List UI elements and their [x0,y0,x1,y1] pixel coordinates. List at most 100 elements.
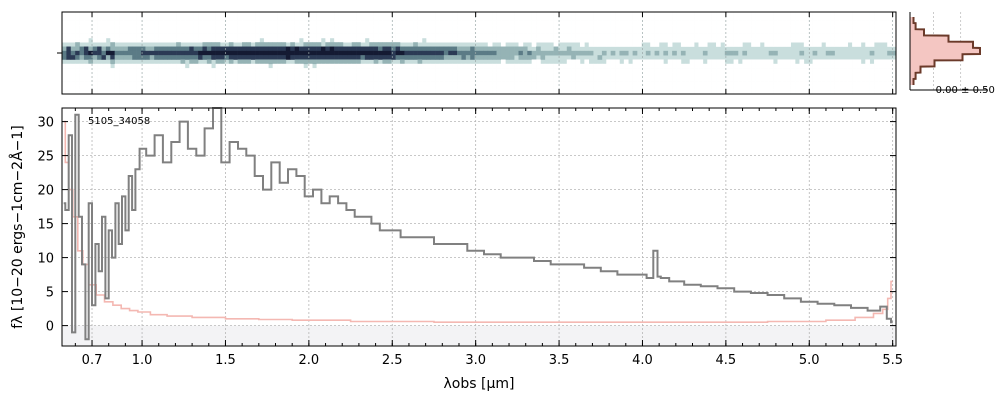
heatmap-cell [75,63,80,69]
heatmap-cell [847,29,853,34]
heatmap-cell [465,24,471,30]
heatmap-cell [654,20,660,26]
heatmap-cell [746,59,752,65]
heatmap-cell [891,68,897,73]
heatmap-cell [285,63,291,69]
heatmap-cell [294,72,300,78]
heatmap-cell [492,89,497,95]
heatmap-cell [430,81,436,86]
heatmap-cell [215,55,221,60]
heatmap-cell [786,63,791,69]
heatmap-cell [816,16,822,21]
heatmap-cell [70,37,76,43]
heatmap-cell [689,12,695,17]
heatmap-cell [342,85,348,90]
heatmap-cell [777,76,783,82]
heatmap-cell [426,50,432,56]
heatmap-cell [852,33,857,39]
heatmap-cell [838,12,844,17]
heatmap-cell [852,63,857,69]
heatmap-cell [707,59,712,65]
heatmap-cell [658,12,664,17]
heatmap-cell [553,63,559,69]
heatmap-cell [795,85,800,90]
heatmap-cell [689,76,695,82]
heatmap-cell [189,59,194,65]
heatmap-cell [562,76,568,82]
heatmap-cell [816,68,822,73]
heatmap-cell [663,50,669,56]
heatmap-cell [716,85,721,90]
heatmap-cell [505,24,511,30]
heatmap-cell [742,16,748,21]
heatmap-cell [838,68,844,73]
heatmap-cell [825,72,831,78]
heatmap-cell [531,76,537,82]
heatmap-cell [154,33,159,39]
heatmap-cell [320,29,326,34]
heatmap-cell [263,85,269,90]
heatmap-cell [465,85,471,90]
heatmap-cell [628,20,633,26]
heatmap-cell [500,68,506,73]
heatmap-cell [285,37,291,43]
heatmap-cell [729,29,734,34]
heatmap-cell [597,33,603,39]
heatmap-cell [610,20,616,26]
heatmap-cell [202,20,208,26]
heatmap-cell [492,29,497,34]
heatmap-cell [141,85,146,90]
heatmap-cell [606,20,611,26]
heatmap-cell [483,24,489,30]
heatmap-cell [141,72,146,78]
heatmap-cell [413,63,418,69]
heatmap-cell [408,63,414,69]
heatmap-cell [751,33,756,39]
heatmap-cell [123,63,129,69]
heatmap-cell [716,37,721,43]
heatmap-cell [566,24,572,30]
heatmap-cell [558,63,563,69]
heatmap-cell [492,33,497,39]
heatmap-cell [338,12,344,17]
heatmap-cell [891,72,897,78]
heatmap-cell [733,85,739,90]
heatmap-cell [838,85,844,90]
heatmap-cell [101,16,107,21]
heatmap-cell [268,85,273,90]
heatmap-cell [263,24,269,30]
heatmap-cell [759,81,765,86]
heatmap-cell [461,12,467,17]
y-tick-label: 5 [46,286,54,301]
heatmap-cell [97,76,102,82]
heatmap-cell [479,85,484,90]
heatmap-cell [737,63,743,69]
heatmap-cell [606,12,611,17]
heatmap-cell [421,16,427,21]
heatmap-cell [141,89,146,95]
heatmap-cell [404,85,410,90]
heatmap-cell [127,85,133,90]
heatmap-cell [575,50,581,56]
heatmap-cell [619,63,625,69]
heatmap-cell [716,89,721,95]
heatmap-cell [92,81,98,86]
heatmap-cell [430,63,436,69]
heatmap-cell [465,55,471,60]
heatmap-cell [509,33,515,39]
heatmap-cell [641,37,647,43]
heatmap-cell [650,68,655,73]
heatmap-cell [496,81,502,86]
heatmap-cell [632,89,638,95]
heatmap-cell [672,29,677,34]
heatmap-cell [777,29,783,34]
heatmap-cell [799,63,805,69]
heatmap-cell [887,42,892,47]
heatmap-cell [838,24,844,30]
heatmap-cell [461,81,467,86]
heatmap-cell [421,29,427,34]
heatmap-cell [360,12,366,17]
heatmap-cell [637,20,642,26]
heatmap-cell [527,37,532,43]
heatmap-cell [75,12,80,17]
